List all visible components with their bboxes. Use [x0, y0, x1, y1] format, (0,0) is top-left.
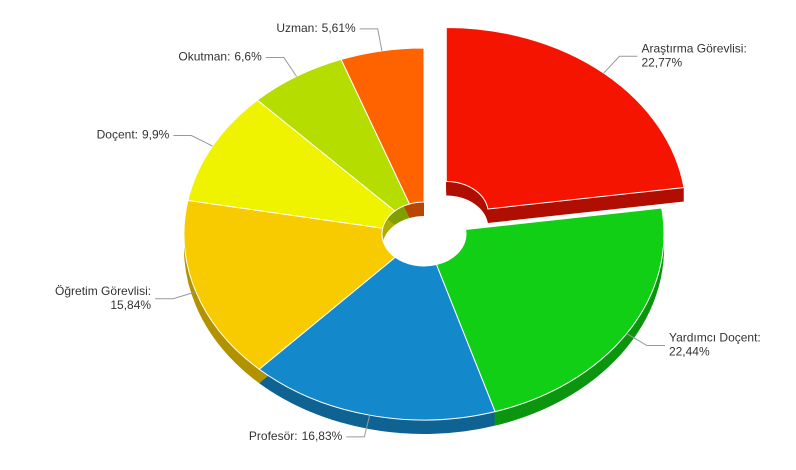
data-label: Okutman: 6,6%	[178, 50, 262, 64]
data-label-value: 22,77%	[641, 55, 682, 69]
leader-line	[346, 415, 371, 438]
leader-line	[265, 56, 297, 77]
leader-line	[359, 28, 383, 51]
data-label-value: 6,6%	[234, 50, 262, 64]
data-label-value: 5,61%	[322, 21, 356, 35]
leader-line	[603, 55, 638, 74]
data-label: Doçent: 9,9%	[97, 128, 170, 142]
slice	[258, 256, 496, 421]
data-label-value: 16,83%	[302, 429, 343, 443]
data-label-name: Profesör:	[249, 429, 298, 443]
leader-line	[626, 333, 665, 347]
data-label-value: 22,44%	[669, 345, 710, 359]
data-label-value: 15,84%	[110, 298, 151, 312]
slice	[340, 47, 425, 205]
slice	[187, 99, 396, 229]
data-label-name: Okutman:	[178, 50, 230, 64]
data-label-name: Araştırma Görevlisi:	[641, 41, 746, 55]
data-label-value: 9,9%	[142, 128, 170, 142]
slice	[435, 207, 665, 413]
data-label-name: Doçent:	[97, 128, 138, 142]
data-label-name: Yardımcı Doçent:	[669, 331, 761, 345]
leader-line	[155, 291, 197, 300]
data-label: Uzman: 5,61%	[276, 21, 356, 35]
leader-line	[173, 135, 213, 147]
slice	[183, 199, 396, 370]
slice	[445, 26, 685, 210]
data-label-name: Öğretim Görevlisi:	[55, 284, 151, 298]
data-label-name: Uzman:	[276, 21, 317, 35]
data-label: Profesör: 16,83%	[249, 429, 343, 443]
